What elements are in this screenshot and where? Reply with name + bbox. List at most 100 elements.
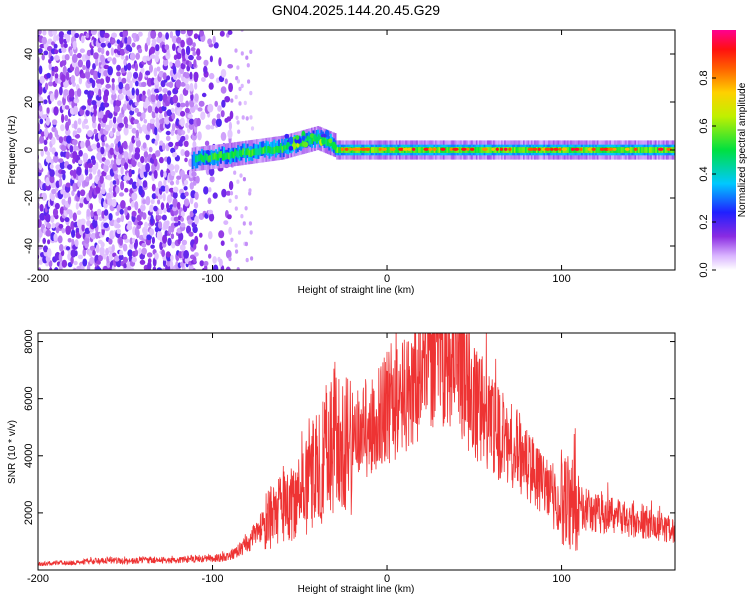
spectrogram-cell (88, 166, 93, 173)
spectrogram-cell (95, 244, 100, 254)
spectrogram-cell (176, 267, 182, 270)
spectrogram-cell (183, 198, 190, 207)
spectrogram-cell (288, 145, 294, 151)
spectrogram-cell (242, 221, 246, 226)
spectrogram-cell (131, 87, 135, 96)
spectrogram-cell (221, 146, 224, 161)
spectrogram-cell (234, 243, 238, 248)
spectrogram-cell (116, 178, 120, 186)
spectrogram-cell (49, 267, 53, 270)
spectrogram-cell (95, 161, 99, 170)
spectrogram-cell (73, 144, 78, 152)
spectrogram-cell (217, 153, 220, 161)
spectrogram-cell (276, 146, 279, 153)
spectrogram-cell (150, 214, 154, 225)
spectrogram-cell (432, 147, 437, 151)
spectrogram-cell (116, 217, 121, 223)
spectrogram-cell (48, 81, 54, 87)
spectrogram-cell (212, 256, 217, 264)
spectrogram-cell (148, 146, 153, 153)
spectrogram-cell (38, 30, 42, 35)
spectrogram-cell (221, 153, 224, 161)
spectrogram-cell (169, 31, 174, 39)
spectrogram-cell (149, 228, 155, 236)
spectrogram-cell (541, 147, 546, 151)
spectrogram-cell (194, 252, 199, 257)
spectrogram-cell (115, 185, 120, 194)
spectrogram-y-axis: -40 -20 0 20 40 (23, 48, 675, 254)
spectrogram-cell (183, 186, 188, 191)
spectrogram-cell (69, 145, 74, 153)
spectrogram-cell (60, 144, 67, 152)
spectrogram-cell (86, 49, 92, 57)
spectrogram-cell (296, 142, 300, 148)
spectrogram-cell (179, 93, 184, 103)
spectrogram-cell (204, 244, 208, 252)
spectrogram-cell (90, 30, 97, 36)
spectrogram-cell (87, 130, 93, 137)
spectrogram-cell (88, 173, 93, 180)
spectrogram-cell (203, 65, 208, 74)
spectrogram-cell (53, 106, 59, 116)
spectrogram-cell (440, 147, 446, 151)
spectrogram-cell (51, 136, 56, 146)
spectrogram-cell (118, 145, 124, 155)
spectrogram-cell (208, 167, 215, 176)
spectrogram-cell (65, 246, 71, 251)
spectrogram-cell (125, 44, 131, 51)
spectrogram-cell (194, 215, 199, 225)
spectrogram-cell (112, 180, 117, 185)
spectrogram-cell (87, 97, 93, 106)
spectrogram-cell (130, 267, 135, 270)
spectrogram-cell (262, 147, 265, 154)
spectrogram-cell (232, 151, 235, 159)
spectrogram-cell (351, 147, 359, 151)
spectrogram-cell (418, 147, 421, 153)
spectrogram-cell (198, 154, 201, 162)
spectrogram-cell (57, 100, 62, 106)
spectrogram-cell (636, 147, 639, 153)
spectrogram-cell (54, 89, 59, 99)
colorbar-gradient (712, 30, 736, 270)
spectrogram-cell (76, 88, 82, 97)
spectrogram-cell (39, 75, 45, 84)
spectrogram-cell (38, 164, 43, 170)
spectrogram-cell (49, 163, 54, 170)
spectrogram-cell (122, 140, 128, 150)
spectrogram-cell (78, 159, 83, 165)
spectrogram-cell (189, 82, 194, 92)
spectrogram-cell (99, 175, 104, 184)
spectrogram-cell (234, 194, 238, 200)
x-tick-label: -100 (202, 273, 224, 285)
spectrogram-cell (106, 255, 110, 264)
spectrogram-cell (217, 105, 222, 112)
x-tick-label: 0 (384, 273, 390, 285)
spectrogram-cell (108, 187, 113, 193)
spectrogram-cell (70, 249, 77, 258)
spectrogram-cell (118, 81, 124, 90)
spectrogram-cell (85, 70, 91, 80)
spectrogram-cell (183, 140, 189, 147)
spectrogram-cell (212, 35, 216, 44)
spectrogram-cell (249, 90, 253, 96)
spectrogram-cell (168, 141, 174, 148)
spectrogram-cell (540, 147, 543, 153)
spectrogram-cell (185, 100, 190, 108)
spectrogram-cell (228, 180, 234, 191)
spectrogram-cell (97, 169, 101, 178)
spectrogram-cell (151, 193, 157, 200)
spectrogram-cell (45, 117, 50, 126)
spectrogram-cell (165, 135, 171, 141)
spectrogram-cell (65, 79, 70, 87)
colorbar-tick-label: 0.8 (698, 70, 710, 85)
spectrogram-cell (631, 147, 634, 153)
spectrogram-cell (110, 47, 114, 56)
spectrogram-cell (47, 239, 51, 245)
spectrogram-cell (154, 252, 159, 260)
spectrogram-cell (151, 42, 157, 47)
spectrogram-cell (272, 147, 274, 155)
spectrogram-cell (183, 250, 190, 259)
spectrogram-cell (476, 147, 479, 153)
spectrogram-cell (240, 83, 244, 89)
spectrogram-cell (544, 147, 551, 151)
